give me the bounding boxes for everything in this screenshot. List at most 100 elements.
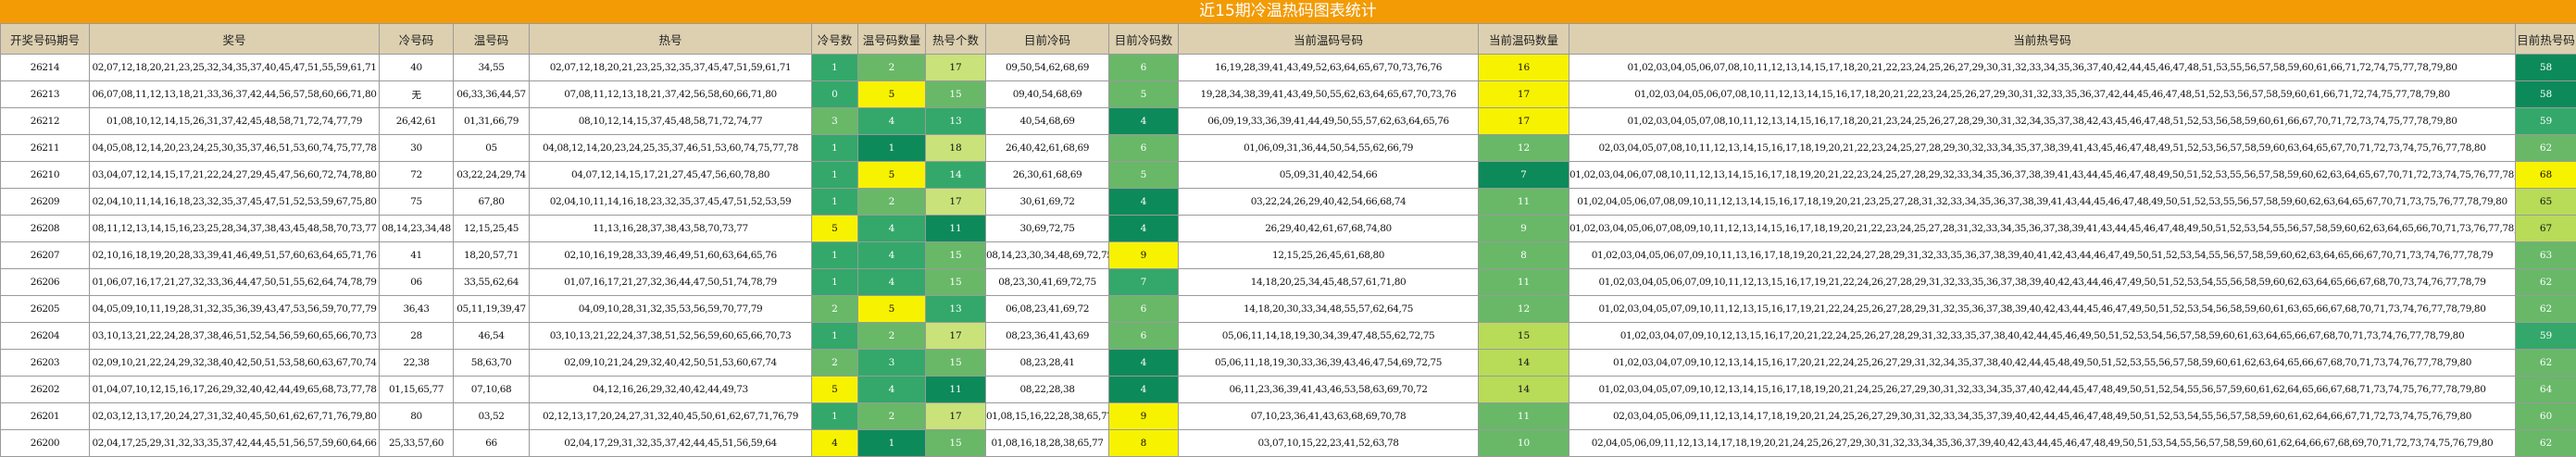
current-hot-cell: 01,02,03,04,05,06,07,08,10,11,12,13,14,1… bbox=[1569, 55, 2516, 81]
current-warm-cell: 26,29,40,42,61,67,68,74,80 bbox=[1179, 216, 1479, 242]
period-cell: 26202 bbox=[1, 377, 90, 403]
current-warm-count-cell: 14 bbox=[1479, 350, 1569, 377]
warm-count-cell: 1 bbox=[858, 135, 926, 162]
hot-cell: 02,04,17,29,31,32,35,37,42,44,45,51,56,5… bbox=[530, 430, 812, 457]
cold-cell: 40 bbox=[380, 55, 454, 81]
numbers-cell: 01,06,07,16,17,21,27,32,33,36,44,47,50,5… bbox=[90, 269, 380, 296]
current-warm-count-cell: 11 bbox=[1479, 403, 1569, 430]
current-cold-count-cell: 5 bbox=[1109, 162, 1179, 189]
warm-count-cell: 2 bbox=[858, 323, 926, 350]
numbers-cell: 02,10,16,18,19,20,28,33,39,41,46,49,51,5… bbox=[90, 242, 380, 269]
current-warm-cell: 01,06,09,31,36,44,50,54,55,62,66,79 bbox=[1179, 135, 1479, 162]
warm-cell: 06,33,36,44,57 bbox=[454, 81, 530, 108]
current-cold-cell: 26,40,42,61,68,69 bbox=[986, 135, 1109, 162]
current-cold-cell: 01,08,15,16,22,28,38,65,77 bbox=[986, 403, 1109, 430]
numbers-cell: 02,04,10,11,14,16,18,23,32,35,37,45,47,5… bbox=[90, 189, 380, 216]
current-cold-count-cell: 5 bbox=[1109, 81, 1179, 108]
cold-cell: 26,42,61 bbox=[380, 108, 454, 135]
cold-cell: 无 bbox=[380, 81, 454, 108]
col-header-current-hot-count[interactable]: 目前热号码 bbox=[2516, 24, 2576, 55]
warm-count-cell: 4 bbox=[858, 269, 926, 296]
current-cold-cell: 06,08,23,41,69,72 bbox=[986, 296, 1109, 323]
cold-count-cell: 1 bbox=[812, 189, 858, 216]
current-warm-count-cell: 9 bbox=[1479, 216, 1569, 242]
hot-cell: 08,10,12,14,15,37,45,48,58,71,72,74,77 bbox=[530, 108, 812, 135]
warm-cell: 58,63,70 bbox=[454, 350, 530, 377]
cold-count-cell: 1 bbox=[812, 242, 858, 269]
cold-cell: 25,33,57,60 bbox=[380, 430, 454, 457]
col-header-cold[interactable]: 冷号码 bbox=[380, 24, 454, 55]
current-warm-cell: 12,15,25,26,45,61,68,80 bbox=[1179, 242, 1479, 269]
numbers-cell: 02,03,12,13,17,20,24,27,31,32,40,45,50,6… bbox=[90, 403, 380, 430]
current-hot-cell: 01,02,03,04,05,06,07,09,10,11,12,13,15,1… bbox=[1569, 269, 2516, 296]
col-header-period[interactable]: 开奖号码期号 bbox=[1, 24, 90, 55]
hot-cell: 03,10,13,21,22,24,37,38,51,52,56,59,60,6… bbox=[530, 323, 812, 350]
cold-cell: 72 bbox=[380, 162, 454, 189]
current-hot-count-cell: 62 bbox=[2516, 350, 2576, 377]
period-cell: 26211 bbox=[1, 135, 90, 162]
hot-count-cell: 15 bbox=[926, 269, 986, 296]
hot-count-cell: 15 bbox=[926, 242, 986, 269]
col-header-current-warm-count[interactable]: 当前温码数量 bbox=[1479, 24, 1569, 55]
warm-cell: 18,20,57,71 bbox=[454, 242, 530, 269]
col-header-hot[interactable]: 热号 bbox=[530, 24, 812, 55]
period-cell: 26200 bbox=[1, 430, 90, 457]
cold-cell: 75 bbox=[380, 189, 454, 216]
col-header-cold-count[interactable]: 冷号数 bbox=[812, 24, 858, 55]
col-header-warm-count[interactable]: 温号码数量 bbox=[858, 24, 926, 55]
hot-count-cell: 15 bbox=[926, 430, 986, 457]
cold-count-cell: 1 bbox=[812, 162, 858, 189]
period-cell: 26207 bbox=[1, 242, 90, 269]
current-hot-cell: 01,02,03,04,05,07,08,10,11,12,13,14,15,1… bbox=[1569, 108, 2516, 135]
warm-cell: 34,55 bbox=[454, 55, 530, 81]
period-cell: 26205 bbox=[1, 296, 90, 323]
current-hot-cell: 01,02,03,04,05,06,07,09,10,11,13,16,17,1… bbox=[1569, 242, 2516, 269]
cold-cell: 06 bbox=[380, 269, 454, 296]
hot-cell: 01,07,16,17,21,27,32,36,44,47,50,51,74,7… bbox=[530, 269, 812, 296]
cold-count-cell: 1 bbox=[812, 269, 858, 296]
current-warm-count-cell: 17 bbox=[1479, 81, 1569, 108]
numbers-cell: 01,08,10,12,14,15,26,31,37,42,45,48,58,7… bbox=[90, 108, 380, 135]
col-header-current-cold-count[interactable]: 目前冷码数 bbox=[1109, 24, 1179, 55]
current-cold-cell: 08,23,36,41,43,69 bbox=[986, 323, 1109, 350]
warm-cell: 33,55,62,64 bbox=[454, 269, 530, 296]
hot-count-cell: 13 bbox=[926, 296, 986, 323]
warm-cell: 03,52 bbox=[454, 403, 530, 430]
current-cold-cell: 08,23,30,41,69,72,75 bbox=[986, 269, 1109, 296]
numbers-cell: 03,10,13,21,22,24,28,37,38,46,51,52,54,5… bbox=[90, 323, 380, 350]
hot-cell: 02,10,16,19,28,33,39,46,49,51,60,63,64,6… bbox=[530, 242, 812, 269]
current-warm-cell: 16,19,28,39,41,43,49,52,63,64,65,67,70,7… bbox=[1179, 55, 1479, 81]
col-header-warm[interactable]: 温号码 bbox=[454, 24, 530, 55]
hot-cell: 07,08,11,12,13,18,21,37,42,56,58,60,66,7… bbox=[530, 81, 812, 108]
col-header-hot-count[interactable]: 热号个数 bbox=[926, 24, 986, 55]
current-hot-cell: 01,02,04,05,06,07,08,09,10,11,12,13,14,1… bbox=[1569, 189, 2516, 216]
col-header-current-hot[interactable]: 当前热号码 bbox=[1569, 24, 2516, 55]
warm-count-cell: 1 bbox=[858, 430, 926, 457]
hot-count-cell: 17 bbox=[926, 55, 986, 81]
current-hot-count-cell: 58 bbox=[2516, 55, 2576, 81]
period-cell: 26206 bbox=[1, 269, 90, 296]
current-warm-cell: 06,09,19,33,36,39,41,44,49,50,55,57,62,6… bbox=[1179, 108, 1479, 135]
numbers-cell: 04,05,08,12,14,20,23,24,25,30,35,37,46,5… bbox=[90, 135, 380, 162]
cold-cell: 28 bbox=[380, 323, 454, 350]
hot-count-cell: 15 bbox=[926, 81, 986, 108]
warm-cell: 05,11,19,39,47 bbox=[454, 296, 530, 323]
current-cold-count-cell: 4 bbox=[1109, 377, 1179, 403]
hot-count-cell: 17 bbox=[926, 403, 986, 430]
current-cold-count-cell: 4 bbox=[1109, 108, 1179, 135]
stats-table: 开奖号码期号 奖号 冷号码 温号码 热号 冷号数 温号码数量 热号个数 目前冷码… bbox=[0, 23, 2576, 457]
current-hot-count-cell: 59 bbox=[2516, 108, 2576, 135]
current-cold-count-cell: 6 bbox=[1109, 296, 1179, 323]
current-warm-count-cell: 15 bbox=[1479, 323, 1569, 350]
col-header-numbers[interactable]: 奖号 bbox=[90, 24, 380, 55]
col-header-current-cold[interactable]: 目前冷码 bbox=[986, 24, 1109, 55]
col-header-current-warm[interactable]: 当前温码号码 bbox=[1179, 24, 1479, 55]
hot-cell: 02,12,13,17,20,24,27,31,32,40,45,50,61,6… bbox=[530, 403, 812, 430]
numbers-cell: 02,07,12,18,20,21,23,25,32,34,35,37,40,4… bbox=[90, 55, 380, 81]
warm-count-cell: 2 bbox=[858, 403, 926, 430]
